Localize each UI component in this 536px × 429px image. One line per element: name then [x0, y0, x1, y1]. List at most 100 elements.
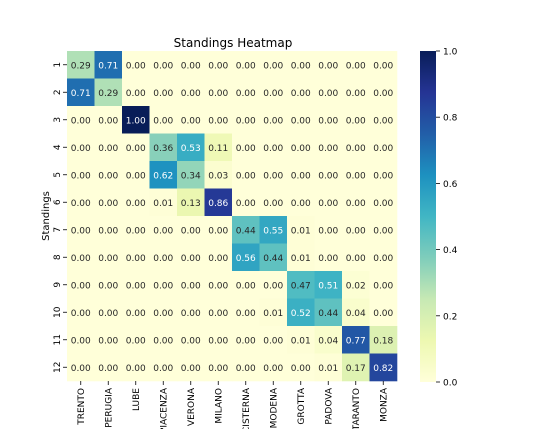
heatmap-cell [204, 51, 233, 79]
heatmap-cell-label: 0.00 [181, 226, 201, 236]
heatmap-cell [314, 78, 343, 107]
heatmap-cell-label: 0.34 [181, 171, 201, 181]
heatmap-cell-label: 0.00 [126, 336, 146, 346]
heatmap-cell-label: 0.00 [98, 226, 118, 236]
heatmap-cell [149, 353, 178, 382]
heatmap-cell [342, 326, 370, 354]
heatmap-cell [232, 243, 260, 272]
heatmap-cell [177, 188, 205, 217]
x-tick-label: PERUGIA [104, 387, 114, 428]
heatmap-cell-label: 0.00 [318, 254, 338, 264]
heatmap-cell-label: 0.04 [346, 309, 366, 319]
heatmap-cell [369, 188, 398, 217]
y-tick-label: 4 [53, 144, 63, 150]
y-axis-label: Standings [41, 191, 52, 241]
heatmap-cell-label: 0.01 [153, 199, 173, 209]
y-tick-label: 9 [53, 282, 63, 288]
heatmap-cell-label: 0.00 [208, 309, 228, 319]
heatmap-cell-label: 0.01 [291, 336, 311, 346]
heatmap-cell-label: 0.00 [346, 226, 366, 236]
heatmap-cell-label: 0.02 [346, 281, 366, 291]
heatmap-cell [369, 216, 398, 244]
heatmap-cell-label: 0.00 [126, 199, 146, 209]
heatmap-cell [259, 51, 288, 79]
heatmap-cell-label: 0.82 [373, 364, 393, 374]
y-tick-label: 6 [53, 199, 63, 205]
heatmap-cell [122, 353, 150, 382]
heatmap-cell [177, 78, 205, 107]
heatmap-cell-label: 0.00 [71, 364, 91, 374]
heatmap-cell-label: 0.00 [318, 116, 338, 126]
heatmap-cell [314, 326, 343, 354]
heatmap-cell [94, 133, 123, 162]
heatmap-cell [314, 298, 343, 327]
heatmap-cell [369, 133, 398, 162]
heatmap-cell-label: 0.00 [291, 364, 311, 374]
heatmap-cell-label: 0.00 [346, 199, 366, 209]
heatmap-cell [314, 216, 343, 244]
heatmap-cell [259, 216, 288, 244]
heatmap-cell [287, 106, 315, 134]
heatmap-cell [259, 133, 288, 162]
heatmap-cell-label: 0.00 [208, 364, 228, 374]
heatmap-cell [149, 161, 178, 189]
y-tick-label: 1 [53, 62, 63, 68]
heatmap-cell-label: 0.00 [98, 199, 118, 209]
heatmap-cell [204, 161, 233, 189]
heatmap-cell-label: 0.00 [373, 226, 393, 236]
heatmap-cell-label: 0.01 [291, 254, 311, 264]
heatmap-cell [177, 133, 205, 162]
colorbar-ticks: 0.0 0.2 0.4 0.6 0.8 1.0 [436, 48, 458, 389]
heatmap-cell-label: 0.00 [346, 116, 366, 126]
heatmap-cell-label: 0.00 [71, 281, 91, 291]
heatmap-cell-label: 0.00 [71, 336, 91, 346]
heatmap-cell [314, 106, 343, 134]
heatmap-cell-label: 0.00 [181, 89, 201, 99]
heatmap-cell [122, 298, 150, 327]
heatmap-cell [369, 51, 398, 79]
heatmap-cell [67, 133, 95, 162]
heatmap-cell [287, 271, 315, 299]
heatmap-cell-label: 0.36 [153, 144, 173, 154]
heatmap-cell-label: 0.29 [71, 61, 91, 71]
heatmap-cell-label: 0.00 [318, 226, 338, 236]
heatmap-cell-label: 0.00 [181, 61, 201, 71]
x-tick-label: TRENTO [77, 388, 87, 426]
heatmap-cell-label: 0.00 [208, 226, 228, 236]
heatmap-cell [122, 326, 150, 354]
heatmap-cell [204, 243, 233, 272]
heatmap-cell [259, 188, 288, 217]
heatmap-cell-label: 0.00 [181, 309, 201, 319]
heatmap-cell-label: 0.00 [263, 116, 283, 126]
x-axis-ticks: TRENTO PERUGIA LUBE PIACENZA VERONA MILANO CIS… [77, 381, 389, 429]
heatmap-cell-label: 0.00 [236, 61, 256, 71]
heatmap-cell [122, 51, 150, 79]
heatmap-cell [177, 326, 205, 354]
heatmap-cell [259, 161, 288, 189]
heatmap-cell [177, 161, 205, 189]
heatmap-cell [369, 106, 398, 134]
heatmap-cell-label: 0.00 [318, 61, 338, 71]
y-tick-label: 10 [53, 306, 63, 318]
x-tick-label: PIACENZA [159, 387, 169, 429]
heatmap-cell [287, 216, 315, 244]
heatmap-cell [232, 188, 260, 217]
heatmap-cell [67, 188, 95, 217]
heatmap-cell [369, 298, 398, 327]
heatmap-cell [204, 271, 233, 299]
heatmap-cell [369, 271, 398, 299]
heatmap-cell-label: 0.00 [236, 309, 256, 319]
heatmap-cell-label: 0.62 [153, 171, 173, 181]
heatmap-cell-label: 0.00 [236, 89, 256, 99]
y-tick-label: 8 [53, 254, 63, 260]
heatmap-cell-label: 0.13 [181, 199, 201, 209]
heatmap-cell [204, 133, 233, 162]
heatmap-cell [122, 271, 150, 299]
heatmap-cell [67, 326, 95, 354]
heatmap-cell-labels: 0.29 0.71 0.00 0.00 0.00 0.00 0.00 0.00 0.00 0.00… [71, 61, 394, 374]
heatmap-cell [177, 298, 205, 327]
heatmap-cell [204, 298, 233, 327]
heatmap-cell [259, 78, 288, 107]
heatmap-cell-label: 0.00 [263, 144, 283, 154]
